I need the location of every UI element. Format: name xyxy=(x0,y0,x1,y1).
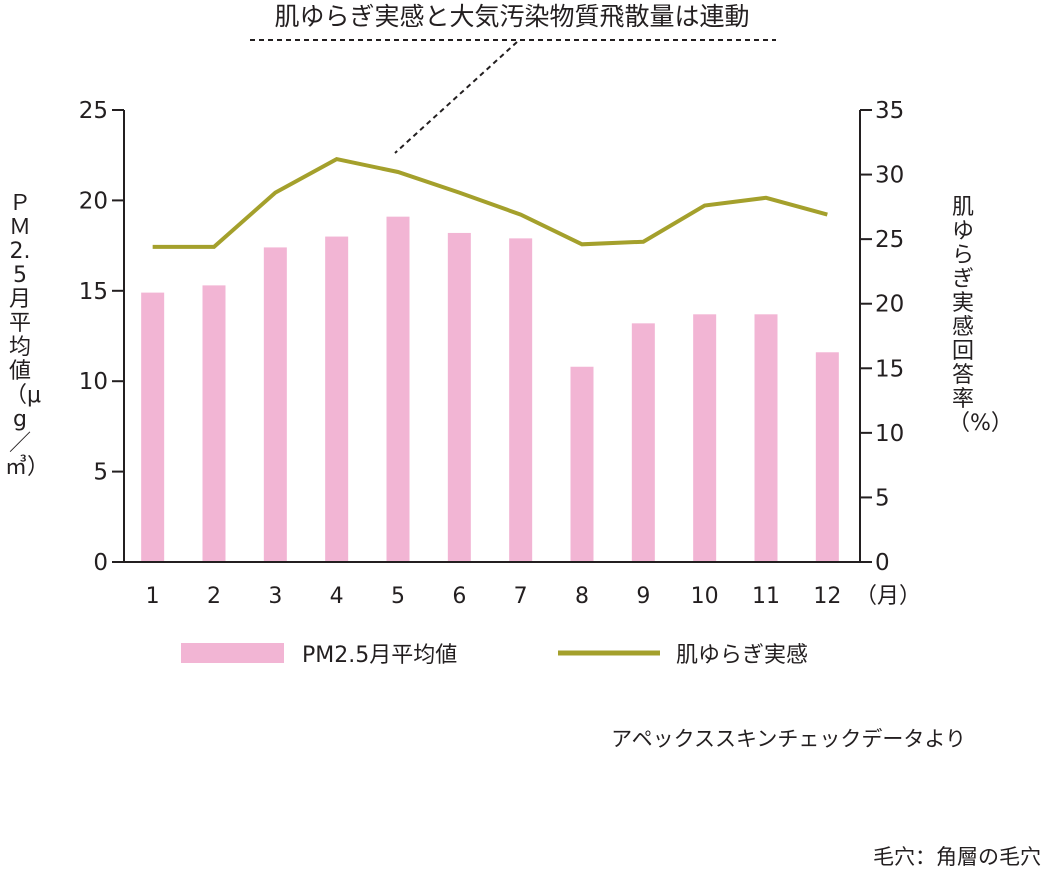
right-tick-label: 35 xyxy=(875,98,904,124)
bar-9 xyxy=(631,323,655,562)
source-note: アペックススキンチェックデータより xyxy=(611,727,966,751)
x-tick-label-5: 5 xyxy=(391,584,405,609)
left-axis-label: ＰＭ2.5月平均値（μg／㎥） xyxy=(5,191,50,480)
legend-line-label: 肌ゆらぎ実感 xyxy=(676,643,808,668)
x-tick-label-9: 9 xyxy=(636,584,650,609)
right-tick-label: 10 xyxy=(875,421,904,447)
x-tick-label-12: 12 xyxy=(813,584,841,609)
bar-1 xyxy=(141,292,165,562)
bar-4 xyxy=(325,236,349,562)
bar-8 xyxy=(570,366,594,562)
left-tick-label: 10 xyxy=(79,369,108,395)
right-tick-label: 5 xyxy=(875,485,890,511)
right-tick-label: 20 xyxy=(875,292,904,318)
x-tick-label-10: 10 xyxy=(691,584,719,609)
x-tick-label-4: 4 xyxy=(330,584,344,609)
bar-7 xyxy=(509,238,533,563)
right-tick-label: 25 xyxy=(875,227,904,253)
right-tick-label: 30 xyxy=(875,163,904,189)
right-tick-label: 0 xyxy=(875,550,890,576)
left-tick-label: 0 xyxy=(93,550,108,576)
x-tick-label-8: 8 xyxy=(575,584,589,609)
footer-note: 毛穴：角層の毛穴 xyxy=(873,845,1041,869)
right-tick-label: 15 xyxy=(875,356,904,382)
left-tick-label: 15 xyxy=(79,279,108,305)
bar-10 xyxy=(693,314,717,562)
bar-5 xyxy=(386,216,410,562)
bar-2 xyxy=(202,285,226,562)
bar-11 xyxy=(754,314,778,562)
legend-bar-label: PM2.5月平均値 xyxy=(302,643,457,668)
left-tick-label: 25 xyxy=(79,98,108,124)
line-series-skin xyxy=(152,156,828,249)
title-pointer-line xyxy=(394,41,518,154)
legend-bar-swatch xyxy=(181,643,284,663)
x-tick-label-11: 11 xyxy=(752,584,780,609)
x-tick-label-6: 6 xyxy=(452,584,466,609)
x-tick-label-7: 7 xyxy=(514,584,528,609)
bar-12 xyxy=(815,352,839,562)
x-tick-label-1: 1 xyxy=(146,584,160,609)
bar-6 xyxy=(447,232,471,562)
left-tick-label: 20 xyxy=(79,188,108,214)
left-tick-label: 5 xyxy=(93,460,108,486)
right-axis-label: 肌ゆらぎ実感回答率（%） xyxy=(948,195,1013,436)
x-unit-label: （月） xyxy=(855,584,921,609)
x-tick-label-2: 2 xyxy=(207,584,221,609)
bar-3 xyxy=(263,247,287,562)
chart-title: 肌ゆらぎ実感と大気汚染物質飛散量は連動 xyxy=(274,2,749,31)
x-tick-label-3: 3 xyxy=(268,584,282,609)
